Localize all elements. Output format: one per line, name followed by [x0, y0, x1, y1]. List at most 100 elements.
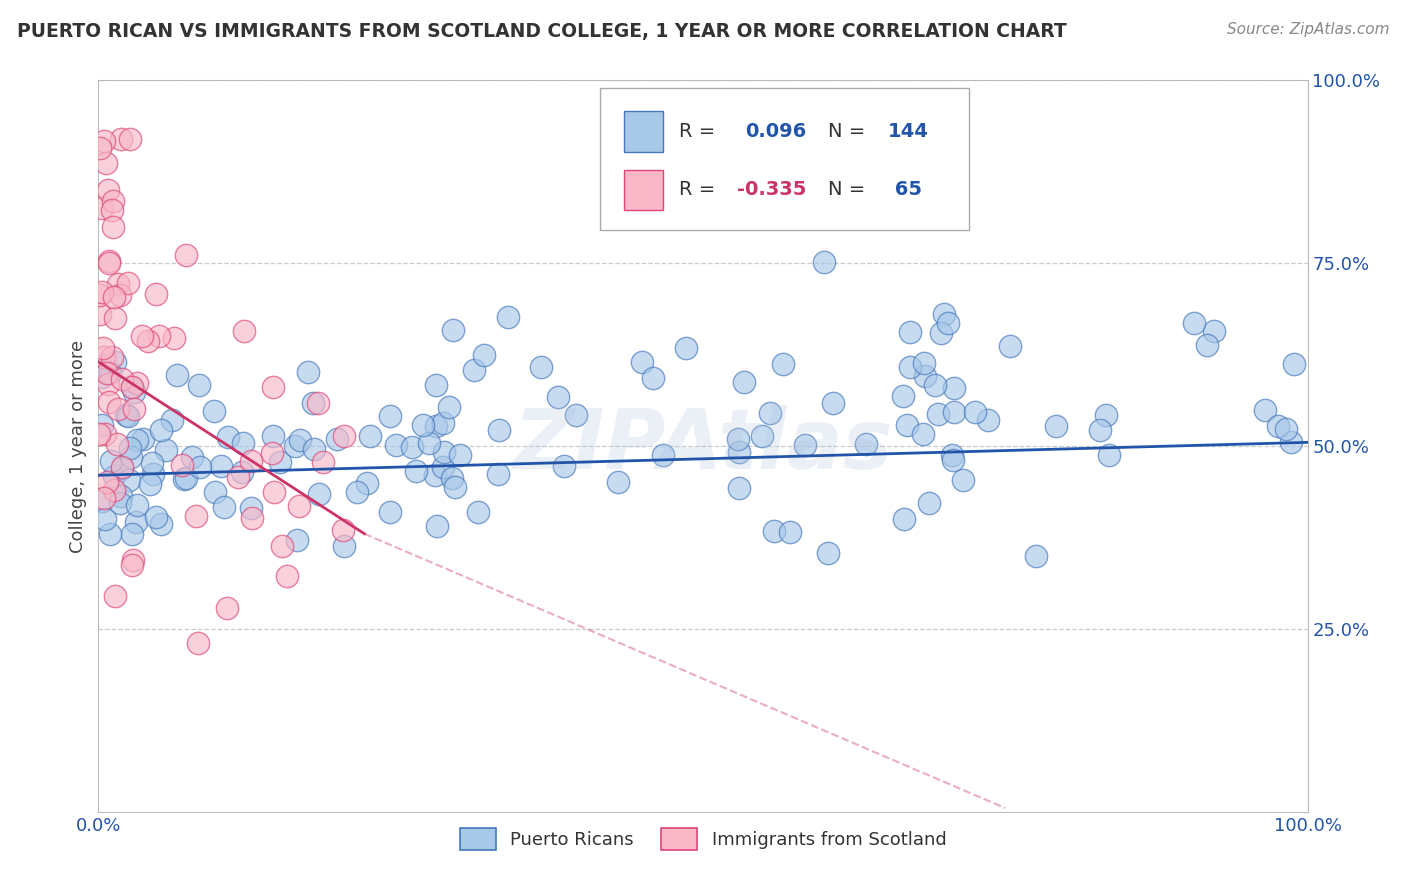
Point — [932, 307, 955, 321]
Point — [942, 452, 965, 467]
Point — [103, 290, 125, 304]
Point — [727, 432, 749, 446]
Point — [187, 378, 209, 392]
Point — [425, 377, 447, 392]
Point — [108, 287, 131, 301]
Point — [346, 485, 368, 500]
Point — [952, 473, 974, 487]
Point — [231, 465, 253, 479]
Y-axis label: College, 1 year or more: College, 1 year or more — [69, 340, 87, 552]
Point — [120, 450, 142, 465]
Point — [148, 329, 170, 343]
Point — [927, 407, 949, 421]
Point — [918, 495, 941, 509]
Point — [312, 455, 335, 469]
Point — [1279, 435, 1302, 450]
Point — [101, 203, 124, 218]
Point — [226, 470, 249, 484]
Point — [170, 458, 193, 473]
Point — [101, 194, 124, 209]
Point — [412, 418, 434, 433]
Point — [553, 458, 575, 473]
Point — [111, 372, 134, 386]
Point — [1000, 338, 1022, 352]
Point — [263, 484, 285, 499]
Point — [977, 413, 1000, 427]
Text: R =: R = — [679, 180, 716, 200]
Point — [98, 526, 121, 541]
Text: R =: R = — [679, 122, 721, 141]
Point — [111, 459, 134, 474]
Point — [110, 132, 132, 146]
Point — [107, 402, 129, 417]
Point — [432, 460, 454, 475]
Point — [122, 402, 145, 417]
Point — [204, 403, 226, 417]
Point — [98, 254, 121, 268]
Point — [117, 409, 139, 423]
Point — [1282, 357, 1305, 371]
Point — [117, 276, 139, 290]
Point — [91, 418, 114, 433]
Point — [110, 489, 132, 503]
Point — [333, 539, 356, 553]
Text: Source: ZipAtlas.com: Source: ZipAtlas.com — [1226, 22, 1389, 37]
Point — [89, 288, 111, 302]
Text: 0.096: 0.096 — [745, 122, 807, 141]
Point — [90, 370, 112, 384]
Point — [496, 310, 519, 324]
Point — [441, 471, 464, 485]
Point — [96, 475, 118, 490]
Point — [432, 416, 454, 430]
Point — [1045, 419, 1067, 434]
Point — [127, 498, 149, 512]
Point — [898, 325, 921, 339]
Point — [441, 323, 464, 337]
Point — [107, 277, 129, 292]
Point — [139, 477, 162, 491]
Point — [149, 517, 172, 532]
Point — [378, 505, 401, 519]
Point — [122, 553, 145, 567]
Point — [262, 380, 284, 394]
Point — [97, 376, 120, 391]
Point — [121, 380, 143, 394]
Point — [89, 307, 111, 321]
Text: N =: N = — [828, 180, 865, 200]
Point — [823, 396, 845, 410]
Point — [1197, 338, 1219, 352]
Point — [104, 310, 127, 325]
Point — [121, 558, 143, 573]
Point — [728, 444, 751, 458]
Point — [751, 429, 773, 443]
Point — [118, 132, 141, 146]
Point — [131, 329, 153, 343]
Point — [359, 428, 381, 442]
Point — [142, 467, 165, 481]
Point — [463, 363, 485, 377]
Point — [285, 533, 308, 548]
Point — [547, 390, 569, 404]
Point — [217, 429, 239, 443]
Point — [93, 351, 115, 365]
Point — [1267, 419, 1289, 434]
Point — [631, 355, 654, 369]
Point — [104, 589, 127, 603]
Point — [433, 445, 456, 459]
Point — [110, 496, 132, 510]
Point — [103, 469, 125, 483]
Point — [93, 134, 115, 148]
Point — [166, 368, 188, 383]
Point — [943, 381, 966, 395]
Point — [405, 464, 427, 478]
Point — [675, 341, 697, 355]
Point — [103, 220, 125, 235]
Point — [643, 370, 665, 384]
Point — [817, 546, 839, 560]
Point — [100, 454, 122, 468]
Point — [652, 448, 675, 462]
Point — [401, 440, 423, 454]
Point — [284, 439, 307, 453]
Point — [89, 141, 111, 155]
Point — [779, 524, 801, 539]
